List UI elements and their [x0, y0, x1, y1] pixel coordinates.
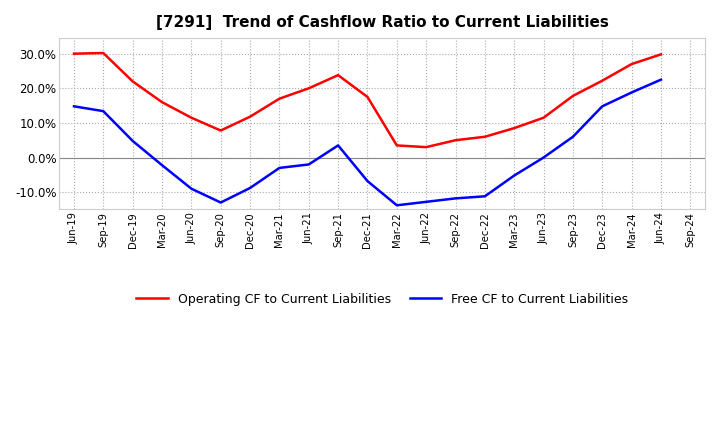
Operating CF to Current Liabilities [158, 99, 166, 105]
Free CF to Current Liabilities [99, 109, 107, 114]
Free CF to Current Liabilities [569, 134, 577, 139]
Operating CF to Current Liabilities [334, 73, 343, 78]
Operating CF to Current Liabilities [422, 144, 431, 150]
Legend: Operating CF to Current Liabilities, Free CF to Current Liabilities: Operating CF to Current Liabilities, Fre… [131, 288, 633, 311]
Free CF to Current Liabilities [363, 179, 372, 184]
Free CF to Current Liabilities [539, 155, 548, 160]
Free CF to Current Liabilities [334, 143, 343, 148]
Free CF to Current Liabilities [510, 173, 518, 178]
Free CF to Current Liabilities [187, 186, 196, 191]
Title: [7291]  Trend of Cashflow Ratio to Current Liabilities: [7291] Trend of Cashflow Ratio to Curren… [156, 15, 608, 30]
Free CF to Current Liabilities [70, 104, 78, 109]
Operating CF to Current Liabilities [480, 134, 489, 139]
Free CF to Current Liabilities [657, 77, 665, 82]
Operating CF to Current Liabilities [305, 86, 313, 91]
Free CF to Current Liabilities [451, 196, 460, 201]
Free CF to Current Liabilities [627, 90, 636, 95]
Operating CF to Current Liabilities [217, 128, 225, 133]
Operating CF to Current Liabilities [539, 115, 548, 121]
Free CF to Current Liabilities [217, 200, 225, 205]
Free CF to Current Liabilities [158, 162, 166, 168]
Free CF to Current Liabilities [392, 203, 401, 208]
Operating CF to Current Liabilities [128, 79, 137, 84]
Operating CF to Current Liabilities [70, 51, 78, 56]
Free CF to Current Liabilities [128, 138, 137, 143]
Operating CF to Current Liabilities [187, 115, 196, 121]
Free CF to Current Liabilities [480, 194, 489, 199]
Operating CF to Current Liabilities [451, 138, 460, 143]
Operating CF to Current Liabilities [510, 125, 518, 131]
Operating CF to Current Liabilities [275, 96, 284, 101]
Free CF to Current Liabilities [598, 104, 606, 109]
Operating CF to Current Liabilities [363, 94, 372, 99]
Operating CF to Current Liabilities [569, 93, 577, 99]
Operating CF to Current Liabilities [246, 114, 254, 119]
Free CF to Current Liabilities [246, 185, 254, 191]
Operating CF to Current Liabilities [392, 143, 401, 148]
Free CF to Current Liabilities [422, 199, 431, 205]
Operating CF to Current Liabilities [598, 78, 606, 83]
Line: Operating CF to Current Liabilities: Operating CF to Current Liabilities [74, 53, 661, 147]
Free CF to Current Liabilities [305, 162, 313, 167]
Free CF to Current Liabilities [275, 165, 284, 171]
Line: Free CF to Current Liabilities: Free CF to Current Liabilities [74, 80, 661, 205]
Operating CF to Current Liabilities [99, 50, 107, 55]
Operating CF to Current Liabilities [627, 62, 636, 67]
Operating CF to Current Liabilities [657, 52, 665, 57]
